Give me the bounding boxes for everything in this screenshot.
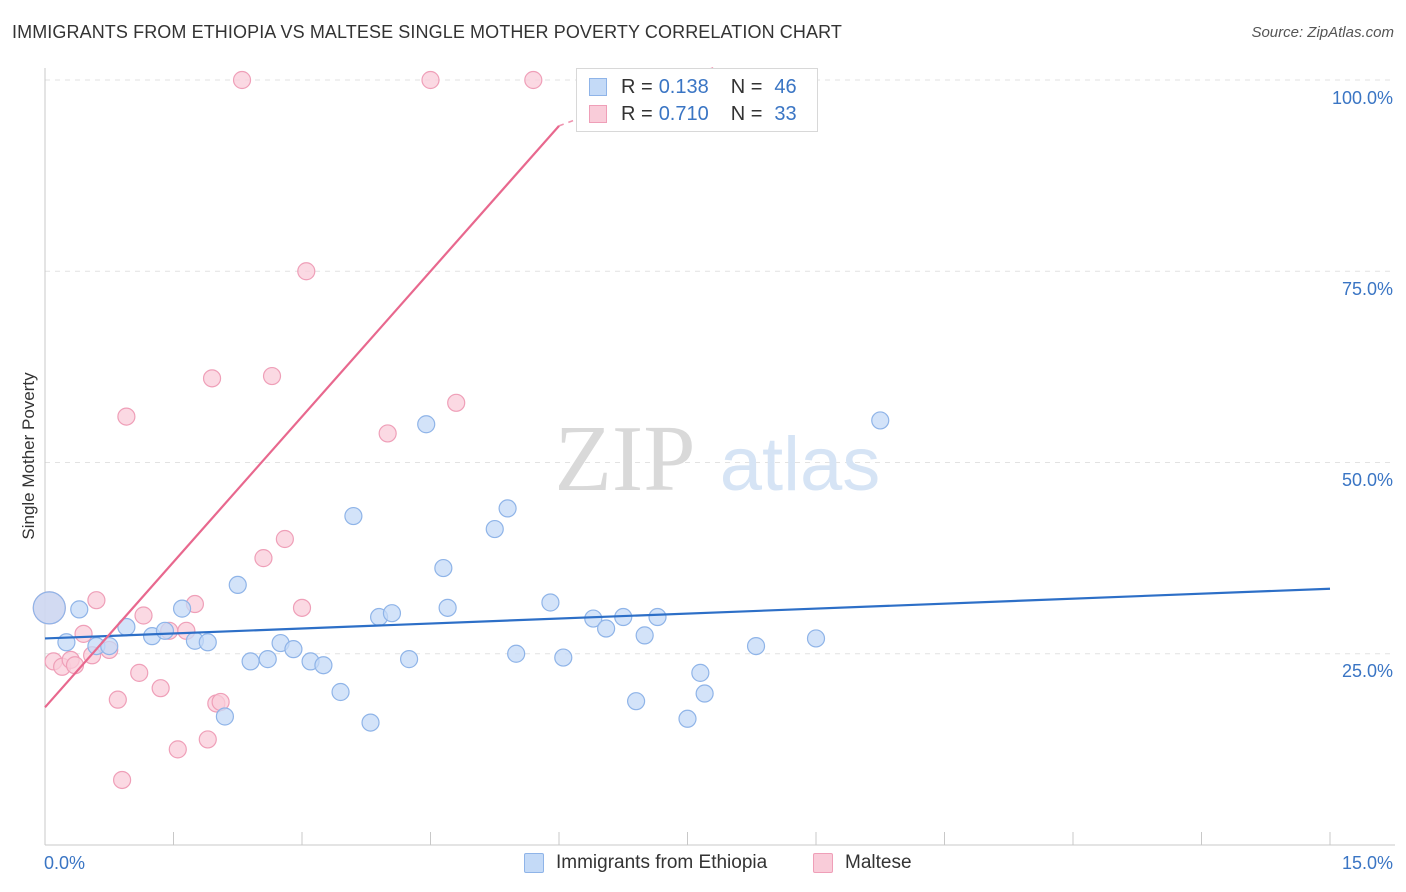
maltese-point [447,393,466,412]
legend-swatch-blue [589,78,607,96]
ethiopia-point [258,650,277,669]
maltese-trend-line [44,125,560,709]
y-tick-label-75: 75.0% [1342,279,1393,299]
y-tick-label-100: 100.0% [1332,88,1393,108]
legend-n-label: N = [730,75,763,98]
maltese-point [378,424,397,443]
legend-label-ethiopia: Immigrants from Ethiopia [556,852,768,873]
grid-layer [45,79,1395,655]
ethiopia-point [554,648,573,667]
legend-item-maltese[interactable]: Maltese [813,852,912,874]
ethiopia-point [100,636,119,656]
ethiopia-point [695,684,714,703]
ethiopia-point [806,629,826,648]
legend-item-ethiopia[interactable]: Immigrants from Ethiopia [524,852,767,874]
maltese-point [232,70,252,90]
ethiopia-point [626,692,646,711]
maltese-point [421,70,440,90]
ethiopia-point [507,644,526,663]
chart-title: IMMIGRANTS FROM ETHIOPIA VS MALTESE SING… [12,22,842,42]
y-axis-label: Single Mother Poverty [19,372,38,540]
ethiopia-point [361,713,380,732]
maltese-point [108,690,127,709]
x-tick-label-max: 15.0% [1342,853,1393,873]
maltese-point [202,369,222,388]
maltese-point [117,407,136,426]
chart-source: Source: ZipAtlas.com [1251,24,1394,41]
y-tick-label-50: 50.0% [1342,470,1393,490]
maltese-point [168,740,187,759]
axes-layer [44,68,1395,846]
ethiopia-point [438,598,457,617]
legend-r-value: 0.710 [658,102,709,125]
ethiopia-point [691,663,710,682]
ethiopia-point [382,604,402,623]
ethiopia-point [678,709,697,728]
maltese-point [130,663,149,682]
maltese-point [292,598,312,617]
maltese-point [524,70,543,90]
maltese-point [262,366,282,386]
ethiopia-point [498,499,517,518]
legend-row-ethiopia: R = 0.138 N = 46 [589,75,797,99]
ethiopia-point [648,607,667,627]
legend-r-label: R = [621,75,653,98]
ethiopia-point [32,591,66,625]
y-tick-label-25: 25.0% [1342,661,1393,681]
maltese-point [134,606,153,625]
ethiopia-point [241,652,260,671]
legend-swatch-pink [589,105,607,123]
ethiopia-point [331,682,350,702]
ethiopia-point [871,411,890,430]
ethiopia-point [399,650,419,669]
ethiopia-point [746,636,766,656]
legend-n-value: 46 [774,75,797,98]
ethiopia-point [417,415,436,434]
maltese-point [151,679,170,698]
ethiopia-point [314,656,333,675]
legend-swatch-pink [813,853,833,873]
ethiopia-point [284,640,303,659]
ethiopia-trend-line [44,587,1331,640]
legend-n-value: 33 [774,102,797,125]
ethiopia-point [215,707,234,726]
legend-r-value: 0.138 [658,75,709,98]
ethiopia-point [155,621,175,640]
ethiopia-point [228,575,247,595]
ethiopia-point [434,558,453,578]
legend-row-maltese: R = 0.710 N = 33 [589,102,797,126]
maltese-point [254,549,273,568]
ethiopia-point [70,600,89,619]
maltese-point [74,624,93,643]
x-tick-label-min: 0.0% [44,853,85,873]
ethiopia-point [541,593,560,612]
legend-label-maltese: Maltese [845,852,912,873]
trend-layer [44,67,1331,709]
ethiopia-point [344,506,363,526]
maltese-point [297,262,316,281]
legend-r-label: R = [621,102,653,125]
ethiopia-point [597,619,616,638]
maltese-point [275,529,294,549]
ethiopia-point [198,633,217,652]
ethiopia-point [635,626,654,645]
maltese-point [112,770,132,790]
maltese-point [198,730,217,749]
maltese-point [87,591,106,610]
correlation-legend: R = 0.138 N = 46 R = 0.710 N = 33 [576,68,818,132]
legend-n-label: N = [730,102,763,125]
ethiopia-point [172,599,192,618]
watermark-atlas: atlas [720,422,881,507]
ethiopia-point [485,519,504,539]
legend-swatch-blue [524,853,544,873]
series-legend: Immigrants from Ethiopia Maltese [0,852,1406,876]
watermark-zip: ZIP [555,407,696,511]
